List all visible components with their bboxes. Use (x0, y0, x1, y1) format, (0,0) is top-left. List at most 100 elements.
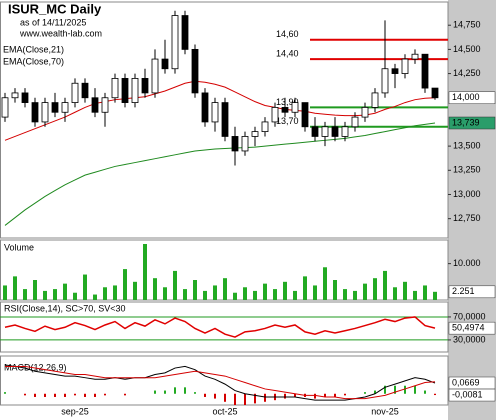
volume-bar (313, 285, 317, 300)
candle-body (341, 126, 349, 137)
last-value-box (448, 116, 496, 130)
candle-body (101, 97, 109, 113)
last-value-label: -0,0081 (452, 389, 483, 399)
histogram-bar (284, 393, 286, 399)
volume-bar (303, 276, 307, 300)
last-value-box (448, 285, 496, 299)
level-label: 13,90 (276, 97, 299, 107)
source: www.wealth-lab.com (19, 28, 102, 38)
histogram-bar (74, 393, 76, 396)
last-value-label: 0,0669 (452, 377, 480, 387)
candle-body (221, 102, 229, 137)
last-value-label: 2.251 (452, 286, 475, 296)
y-tick-label: 13,500 (453, 140, 481, 150)
candle-body (351, 116, 359, 128)
candle-body (211, 102, 219, 123)
candle-body (401, 58, 409, 74)
y-tick-label: 30,0000 (453, 334, 486, 344)
legend-entry: EMA(Close,70) (3, 56, 64, 66)
volume-bar (403, 281, 407, 300)
y-tick-label: 13,000 (453, 189, 481, 199)
volume-bar (213, 285, 217, 300)
histogram-bar (184, 387, 186, 394)
volume-bar (33, 280, 37, 300)
last-value-box (448, 388, 496, 402)
last-value-label: 14,000 (452, 92, 480, 102)
volume-bar (323, 267, 327, 300)
volume-bar (63, 283, 67, 300)
candle-body (421, 53, 429, 89)
volume-bar (283, 281, 287, 300)
ema-line (4, 122, 436, 226)
histogram-bar (84, 393, 86, 397)
volume-bar (423, 285, 427, 300)
histogram-bar (334, 393, 336, 397)
candle-body (51, 102, 59, 113)
candle-body (81, 82, 89, 99)
histogram-bar (154, 390, 156, 394)
volume-bar (93, 294, 97, 300)
histogram-bar (244, 393, 246, 405)
candle-body (131, 78, 139, 103)
candle-body (171, 15, 179, 70)
volume-bar (383, 270, 387, 300)
histogram-bar (104, 393, 106, 396)
histogram-bar (164, 390, 166, 394)
candle-body (311, 126, 319, 137)
panel-frame (0, 355, 449, 406)
histogram-bar (174, 387, 176, 394)
volume-bar (273, 289, 277, 300)
last-value-label: 13,739 (452, 117, 480, 127)
rsi-line (4, 316, 436, 338)
volume-bar (233, 292, 237, 300)
histogram-bar (364, 392, 366, 394)
volume-bar (53, 289, 57, 300)
candle-body (331, 126, 339, 137)
candle-body (371, 92, 379, 108)
candle-body (71, 82, 79, 103)
candle-body (271, 107, 279, 123)
x-tick-label: sep-25 (61, 406, 89, 416)
panel-frame (0, 301, 449, 353)
volume-bar (193, 280, 197, 300)
candle-body (161, 58, 169, 70)
axis-strip (448, 0, 496, 420)
volume-bar (173, 270, 177, 300)
legend-entry: EMA(Close,21) (3, 44, 64, 54)
candle-body (191, 48, 199, 94)
histogram-bar (294, 393, 296, 397)
volume-bar (343, 289, 347, 300)
candle-body (201, 92, 209, 123)
histogram-bar (224, 393, 226, 402)
volume-bar (163, 287, 167, 300)
chart-subtitle: as of 14/11/2025 (20, 17, 86, 27)
y-tick-label: 70,0000 (453, 311, 486, 321)
volume-bar (263, 283, 267, 300)
histogram-bar (124, 393, 126, 396)
volume-bar (243, 287, 247, 300)
histogram-bar (414, 385, 416, 394)
chart-title: ISUR_MC Daily (8, 1, 102, 16)
histogram-bar (424, 390, 426, 394)
panel-title: RSI(Close,14), SC>70, SV<30 (4, 303, 126, 313)
y-tick-label: 14,250 (453, 68, 481, 78)
y-tick-label: 10.000 (453, 258, 481, 268)
volume-bar (353, 290, 357, 300)
volume-bar (413, 290, 417, 300)
volume-bar (183, 289, 187, 300)
candle-body (61, 102, 69, 113)
histogram-bar (314, 393, 316, 399)
candle-body (281, 107, 289, 113)
candle-body (181, 15, 189, 50)
volume-bar (253, 290, 257, 300)
volume-bar (83, 274, 87, 300)
candle-body (381, 68, 389, 94)
histogram-bar (254, 393, 256, 404)
candle-body (141, 78, 149, 94)
y-tick-label: 13,250 (453, 165, 481, 175)
volume-bar (333, 280, 337, 300)
last-value-box (448, 321, 496, 335)
volume-bar (13, 276, 17, 300)
candle-body (391, 68, 399, 74)
x-tick-label: oct-25 (212, 406, 237, 416)
